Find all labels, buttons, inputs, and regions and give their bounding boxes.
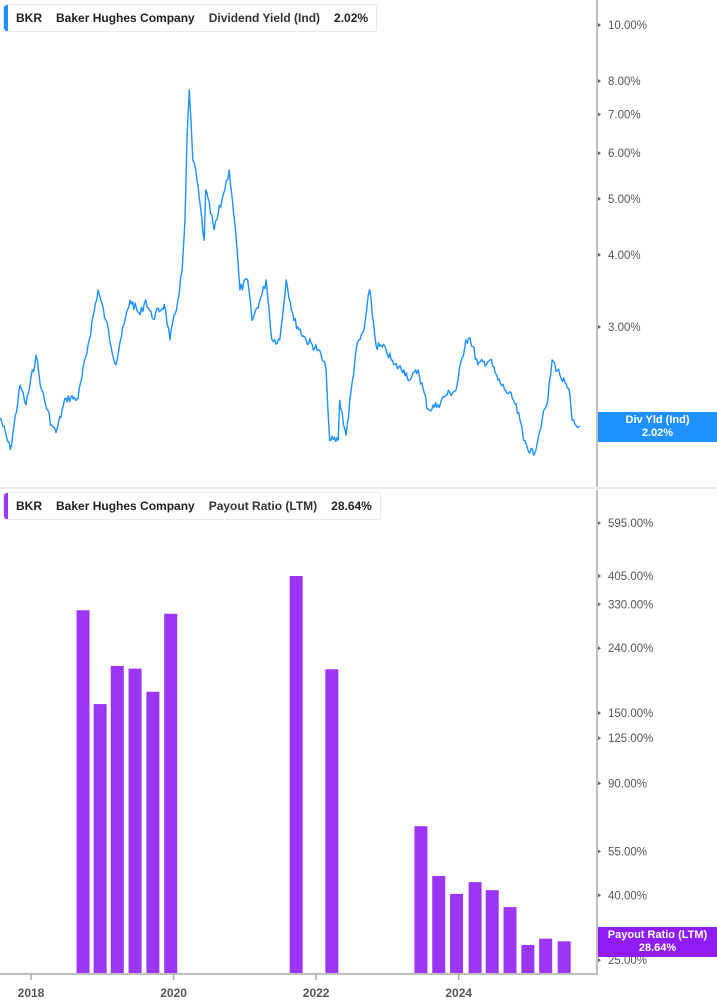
y-tick-label: 405.00% — [608, 571, 653, 583]
y-tick-label: 25.00% — [608, 955, 647, 967]
payout-bar — [468, 882, 482, 973]
legend-ticker: BKR — [16, 499, 42, 513]
payout-bar — [164, 613, 178, 973]
payout-bar — [450, 893, 464, 973]
y-tick-label: 595.00% — [608, 518, 653, 530]
legend-value: 2.02% — [334, 11, 369, 25]
payout-bar — [146, 691, 160, 973]
legend-metric: Payout Ratio (LTM) — [208, 499, 318, 513]
y-tick-mark — [598, 151, 601, 156]
y-tick-mark — [598, 521, 601, 525]
payout-bar — [110, 665, 124, 973]
payout-bar — [521, 944, 535, 973]
payout-bar — [93, 704, 107, 973]
legend-company: Baker Hughes Company — [56, 11, 195, 25]
y-tick-label: 40.00% — [608, 890, 647, 902]
y-tick-label: 240.00% — [608, 643, 653, 655]
y-tick-mark — [598, 78, 601, 83]
y-tick-label: 5.00% — [608, 194, 641, 206]
payout-bar — [325, 669, 339, 973]
y-tick-mark — [598, 252, 601, 257]
payout-bar — [539, 938, 553, 973]
payout-bar — [128, 668, 142, 973]
payout-bar — [503, 907, 517, 973]
y-tick-label: 3.00% — [608, 322, 641, 334]
tag-label: Div Yld (Ind) — [625, 414, 690, 426]
yield-color-swatch — [4, 5, 8, 31]
x-tick-label: 2018 — [18, 986, 45, 1000]
payout-bar — [432, 875, 446, 973]
current-payout-tag: Payout Ratio (LTM) 28.64% — [598, 927, 717, 957]
x-tick-label: 2024 — [445, 986, 472, 1000]
x-tick-label: 2020 — [160, 986, 187, 1000]
tag-value: 2.02% — [641, 427, 674, 439]
payout-bar — [414, 826, 428, 973]
legend-company: Baker Hughes Company — [56, 499, 195, 513]
y-tick-mark — [598, 849, 601, 854]
dividend-yield-line — [0, 89, 581, 456]
top-legend: BKR Baker Hughes Company Dividend Yield … — [3, 4, 378, 32]
y-tick-label: 330.00% — [608, 599, 653, 611]
payout-bar — [557, 941, 571, 973]
y-tick-label: 4.00% — [608, 250, 641, 262]
legend-value: 28.64% — [331, 499, 372, 513]
y-tick-label: 6.00% — [608, 148, 641, 160]
current-yield-tag: Div Yld (Ind) 2.02% — [598, 412, 717, 442]
x-tick-label: 2022 — [303, 986, 330, 1000]
y-tick-mark — [598, 893, 601, 898]
y-tick-mark — [598, 196, 601, 201]
tag-value: 28.64% — [638, 942, 677, 954]
payout-bar — [289, 576, 303, 973]
y-tick-mark — [598, 646, 601, 651]
y-tick-mark — [598, 325, 601, 330]
y-tick-label: 7.00% — [608, 109, 641, 121]
y-tick-mark — [598, 736, 601, 741]
bottom-legend: BKR Baker Hughes Company Payout Ratio (L… — [3, 492, 381, 520]
y-tick-mark — [598, 958, 601, 963]
tag-label: Payout Ratio (LTM) — [607, 929, 708, 941]
y-tick-label: 150.00% — [608, 708, 653, 720]
payout-bar — [485, 890, 499, 973]
y-tick-label: 125.00% — [608, 733, 653, 745]
payout-color-swatch — [4, 493, 8, 519]
y-tick-mark — [598, 574, 601, 579]
y-tick-mark — [598, 602, 601, 607]
y-tick-mark — [598, 781, 601, 786]
y-tick-label: 55.00% — [608, 846, 647, 858]
y-tick-mark — [598, 23, 601, 27]
y-tick-mark — [598, 112, 601, 117]
legend-metric: Dividend Yield (Ind) — [208, 11, 321, 25]
payout-bar — [76, 610, 90, 973]
y-tick-label: 10.00% — [608, 20, 647, 32]
y-tick-label: 90.00% — [608, 778, 647, 790]
legend-ticker: BKR — [16, 11, 42, 25]
y-tick-mark — [598, 711, 601, 716]
y-tick-label: 8.00% — [608, 76, 641, 88]
